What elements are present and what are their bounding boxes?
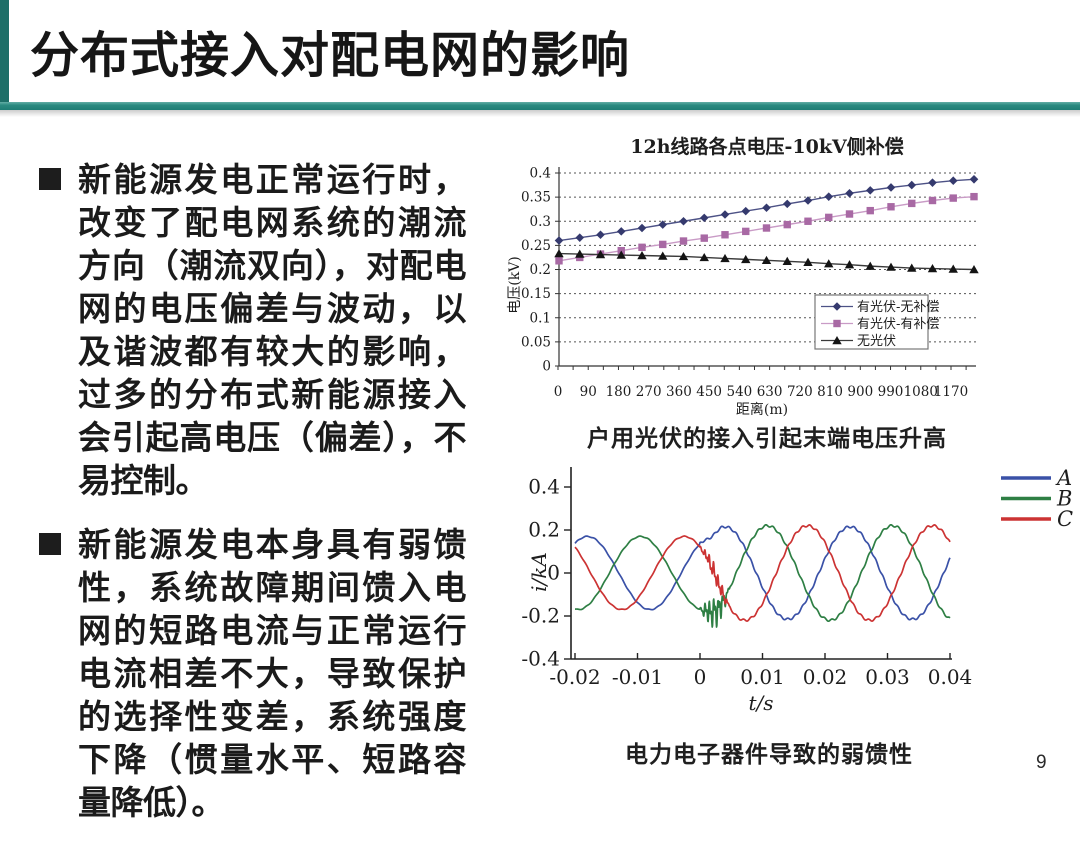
- svg-text:0: 0: [554, 384, 563, 400]
- svg-text:0.35: 0.35: [521, 190, 551, 206]
- bullet-square-icon: [39, 168, 61, 190]
- bullet-item: 新能源发电本身具有弱馈性，系统故障期间馈入电网的短路电流与正常运行电流相差不大，…: [39, 523, 479, 824]
- svg-text:0: 0: [547, 561, 560, 585]
- bullet-text: 新能源发电本身具有弱馈性，系统故障期间馈入电网的短路电流与正常运行电流相差不大，…: [78, 526, 467, 821]
- svg-text:450: 450: [696, 384, 722, 400]
- svg-text:0.2: 0.2: [530, 262, 551, 278]
- svg-text:B: B: [1056, 487, 1072, 511]
- svg-text:t/s: t/s: [748, 691, 773, 715]
- slide: 分布式接入对配电网的影响 新能源发电正常运行时，改变了配电网系统的潮流方向（潮流…: [0, 0, 1080, 821]
- title-divider: [0, 102, 1080, 110]
- svg-text:0.4: 0.4: [528, 475, 560, 499]
- svg-text:-0.01: -0.01: [612, 665, 663, 689]
- svg-text:电压(kV): 电压(kV): [507, 256, 523, 314]
- svg-text:0.2: 0.2: [528, 518, 560, 542]
- figure2-caption: 电力电子器件导致的弱馈性: [625, 741, 913, 767]
- svg-text:540: 540: [726, 384, 752, 400]
- svg-text:0.04: 0.04: [928, 665, 973, 689]
- svg-text:-0.2: -0.2: [521, 604, 560, 628]
- svg-text:990: 990: [878, 384, 904, 400]
- svg-text:有光伏-有补偿: 有光伏-有补偿: [857, 317, 939, 332]
- page-number: 9: [1036, 752, 1047, 773]
- title-divider-shadow: [0, 110, 1080, 117]
- bullet-list: 新能源发电正常运行时，改变了配电网系统的潮流方向（潮流双向），对配电网的电压偏差…: [39, 158, 479, 845]
- svg-text:1170: 1170: [934, 384, 968, 400]
- svg-text:630: 630: [757, 384, 783, 400]
- svg-text:0.01: 0.01: [740, 665, 785, 689]
- bullet-text: 新能源发电正常运行时，改变了配电网系统的潮流方向（潮流双向），对配电网的电压偏差…: [78, 161, 467, 499]
- svg-text:1080: 1080: [904, 384, 938, 400]
- svg-text:i/kA: i/kA: [527, 552, 551, 592]
- figure1-caption: 户用光伏的接入引起末端电压升高: [587, 425, 947, 451]
- bullet-square-icon: [39, 533, 61, 555]
- svg-text:90: 90: [580, 384, 597, 400]
- svg-text:0.3: 0.3: [530, 214, 551, 230]
- svg-text:0: 0: [694, 665, 707, 689]
- svg-text:0: 0: [542, 359, 551, 375]
- svg-text:720: 720: [787, 384, 813, 400]
- svg-text:有光伏-无补偿: 有光伏-无补偿: [857, 300, 939, 315]
- svg-text:0.1: 0.1: [530, 310, 551, 326]
- svg-text:-0.02: -0.02: [549, 665, 600, 689]
- title-accent-bar: [0, 0, 9, 104]
- svg-text:0.03: 0.03: [865, 665, 910, 689]
- svg-text:900: 900: [847, 384, 873, 400]
- svg-text:12h线路各点电压-10kV侧补偿: 12h线路各点电压-10kV侧补偿: [630, 135, 904, 158]
- svg-text:-0.4: -0.4: [521, 647, 560, 671]
- svg-text:0.02: 0.02: [803, 665, 848, 689]
- svg-text:0.05: 0.05: [521, 334, 551, 350]
- page-title: 分布式接入对配电网的影响: [30, 29, 631, 83]
- svg-text:0.15: 0.15: [521, 286, 551, 302]
- svg-text:360: 360: [666, 384, 692, 400]
- svg-text:0.4: 0.4: [530, 166, 551, 182]
- svg-text:270: 270: [636, 384, 662, 400]
- svg-text:810: 810: [817, 384, 843, 400]
- svg-text:0.25: 0.25: [521, 238, 551, 254]
- svg-text:距离(m): 距离(m): [736, 401, 788, 418]
- svg-text:C: C: [1057, 507, 1073, 531]
- svg-text:A: A: [1055, 466, 1072, 490]
- bullet-item: 新能源发电正常运行时，改变了配电网系统的潮流方向（潮流双向），对配电网的电压偏差…: [39, 158, 479, 502]
- svg-text:无光伏: 无光伏: [857, 334, 896, 349]
- svg-text:180: 180: [606, 384, 632, 400]
